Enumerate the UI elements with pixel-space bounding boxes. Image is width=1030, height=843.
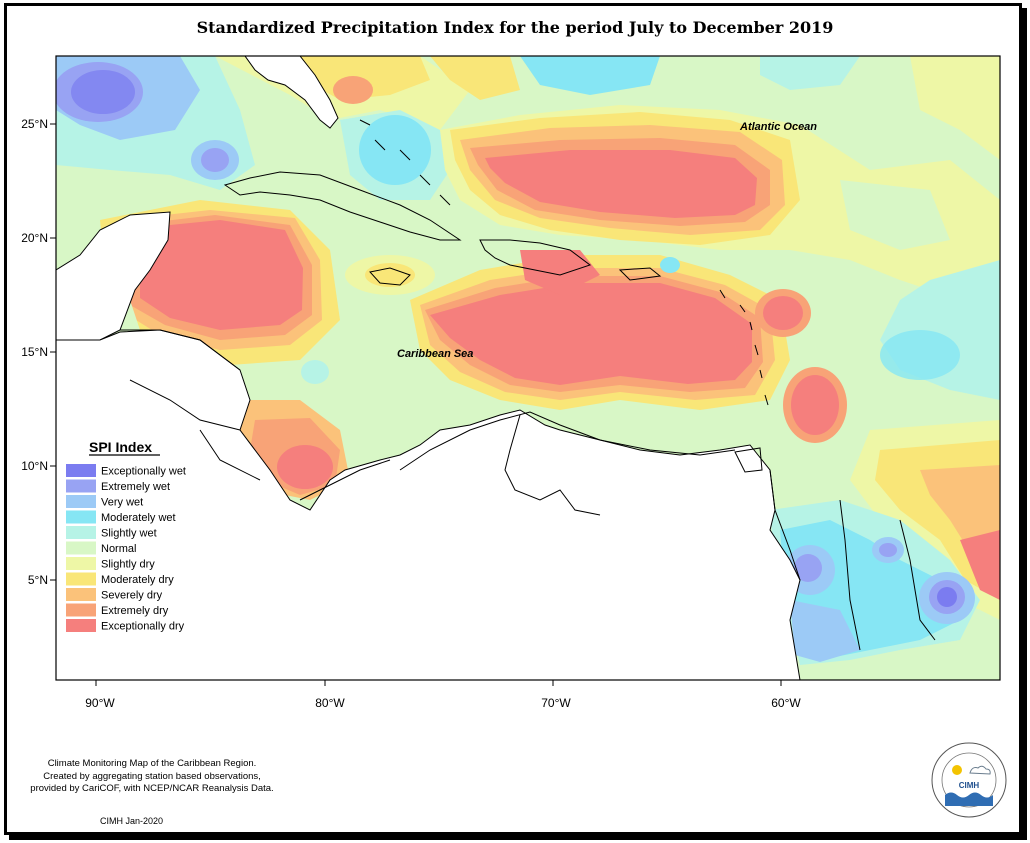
legend-label: Moderately wet	[101, 512, 176, 524]
lat-label-15: 15°N	[21, 345, 48, 359]
legend-swatch	[66, 495, 96, 508]
legend-swatch	[66, 619, 96, 632]
legend-swatch	[66, 510, 96, 524]
lon-label-80: 80°W	[315, 696, 345, 710]
credit-line: provided by CariCOF, with NCEP/NCAR Rean…	[30, 783, 274, 794]
lat-label-20: 20°N	[21, 231, 48, 245]
cimh-logo: CIMH	[931, 742, 1007, 818]
caribbean-sea-label: Caribbean Sea	[397, 348, 473, 360]
legend-label: Normal	[101, 543, 136, 555]
legend-label: Slightly wet	[101, 528, 157, 540]
atlantic-ocean-label: Atlantic Ocean	[739, 121, 817, 133]
lon-label-90: 90°W	[85, 696, 115, 710]
sun-icon	[952, 765, 962, 775]
legend-label: Very wet	[101, 497, 143, 509]
legend-swatch	[66, 464, 96, 477]
credit-line: Climate Monitoring Map of the Caribbean …	[47, 758, 257, 769]
credit-block: Climate Monitoring Map of the Caribbean …	[22, 758, 282, 796]
cloud-icon	[969, 765, 991, 775]
lon-label-60: 60°W	[771, 696, 801, 710]
map-title: Standardized Precipitation Index for the…	[196, 18, 834, 37]
legend-label: Severely dry	[101, 590, 163, 602]
credit-date: CIMH Jan-2020	[100, 816, 164, 826]
wave-icon	[945, 792, 993, 806]
lat-label-5: 5°N	[28, 573, 48, 587]
logo-text: CIMH	[959, 781, 980, 790]
legend-title: SPI Index	[89, 439, 152, 455]
legend-label: Exceptionally wet	[101, 466, 186, 478]
lon-label-70: 70°W	[541, 696, 571, 710]
legend-label: Slightly dry	[101, 559, 155, 571]
axis-ticks	[50, 123, 782, 686]
legend-label: Moderately dry	[101, 574, 174, 586]
map-border	[55, 55, 1001, 681]
lat-label-25: 25°N	[21, 117, 48, 131]
legend-swatch	[66, 603, 96, 617]
coastlines	[120, 119, 936, 651]
legend-label: Exceptionally dry	[101, 621, 185, 633]
lat-label-10: 10°N	[21, 459, 48, 473]
legend-swatch	[66, 526, 96, 539]
legend: SPI Index Exceptionally wet Extremely wet…	[66, 439, 186, 633]
legend-swatch	[66, 588, 96, 601]
legend-swatch	[66, 541, 96, 555]
legend-swatch	[66, 572, 96, 586]
land-mask	[56, 56, 801, 680]
legend-label: Extremely wet	[101, 481, 170, 493]
legend-label: Extremely dry	[101, 605, 169, 617]
credit-line: Created by aggregating station based obs…	[43, 770, 261, 782]
legend-swatch	[66, 557, 96, 570]
legend-swatch	[66, 479, 96, 493]
